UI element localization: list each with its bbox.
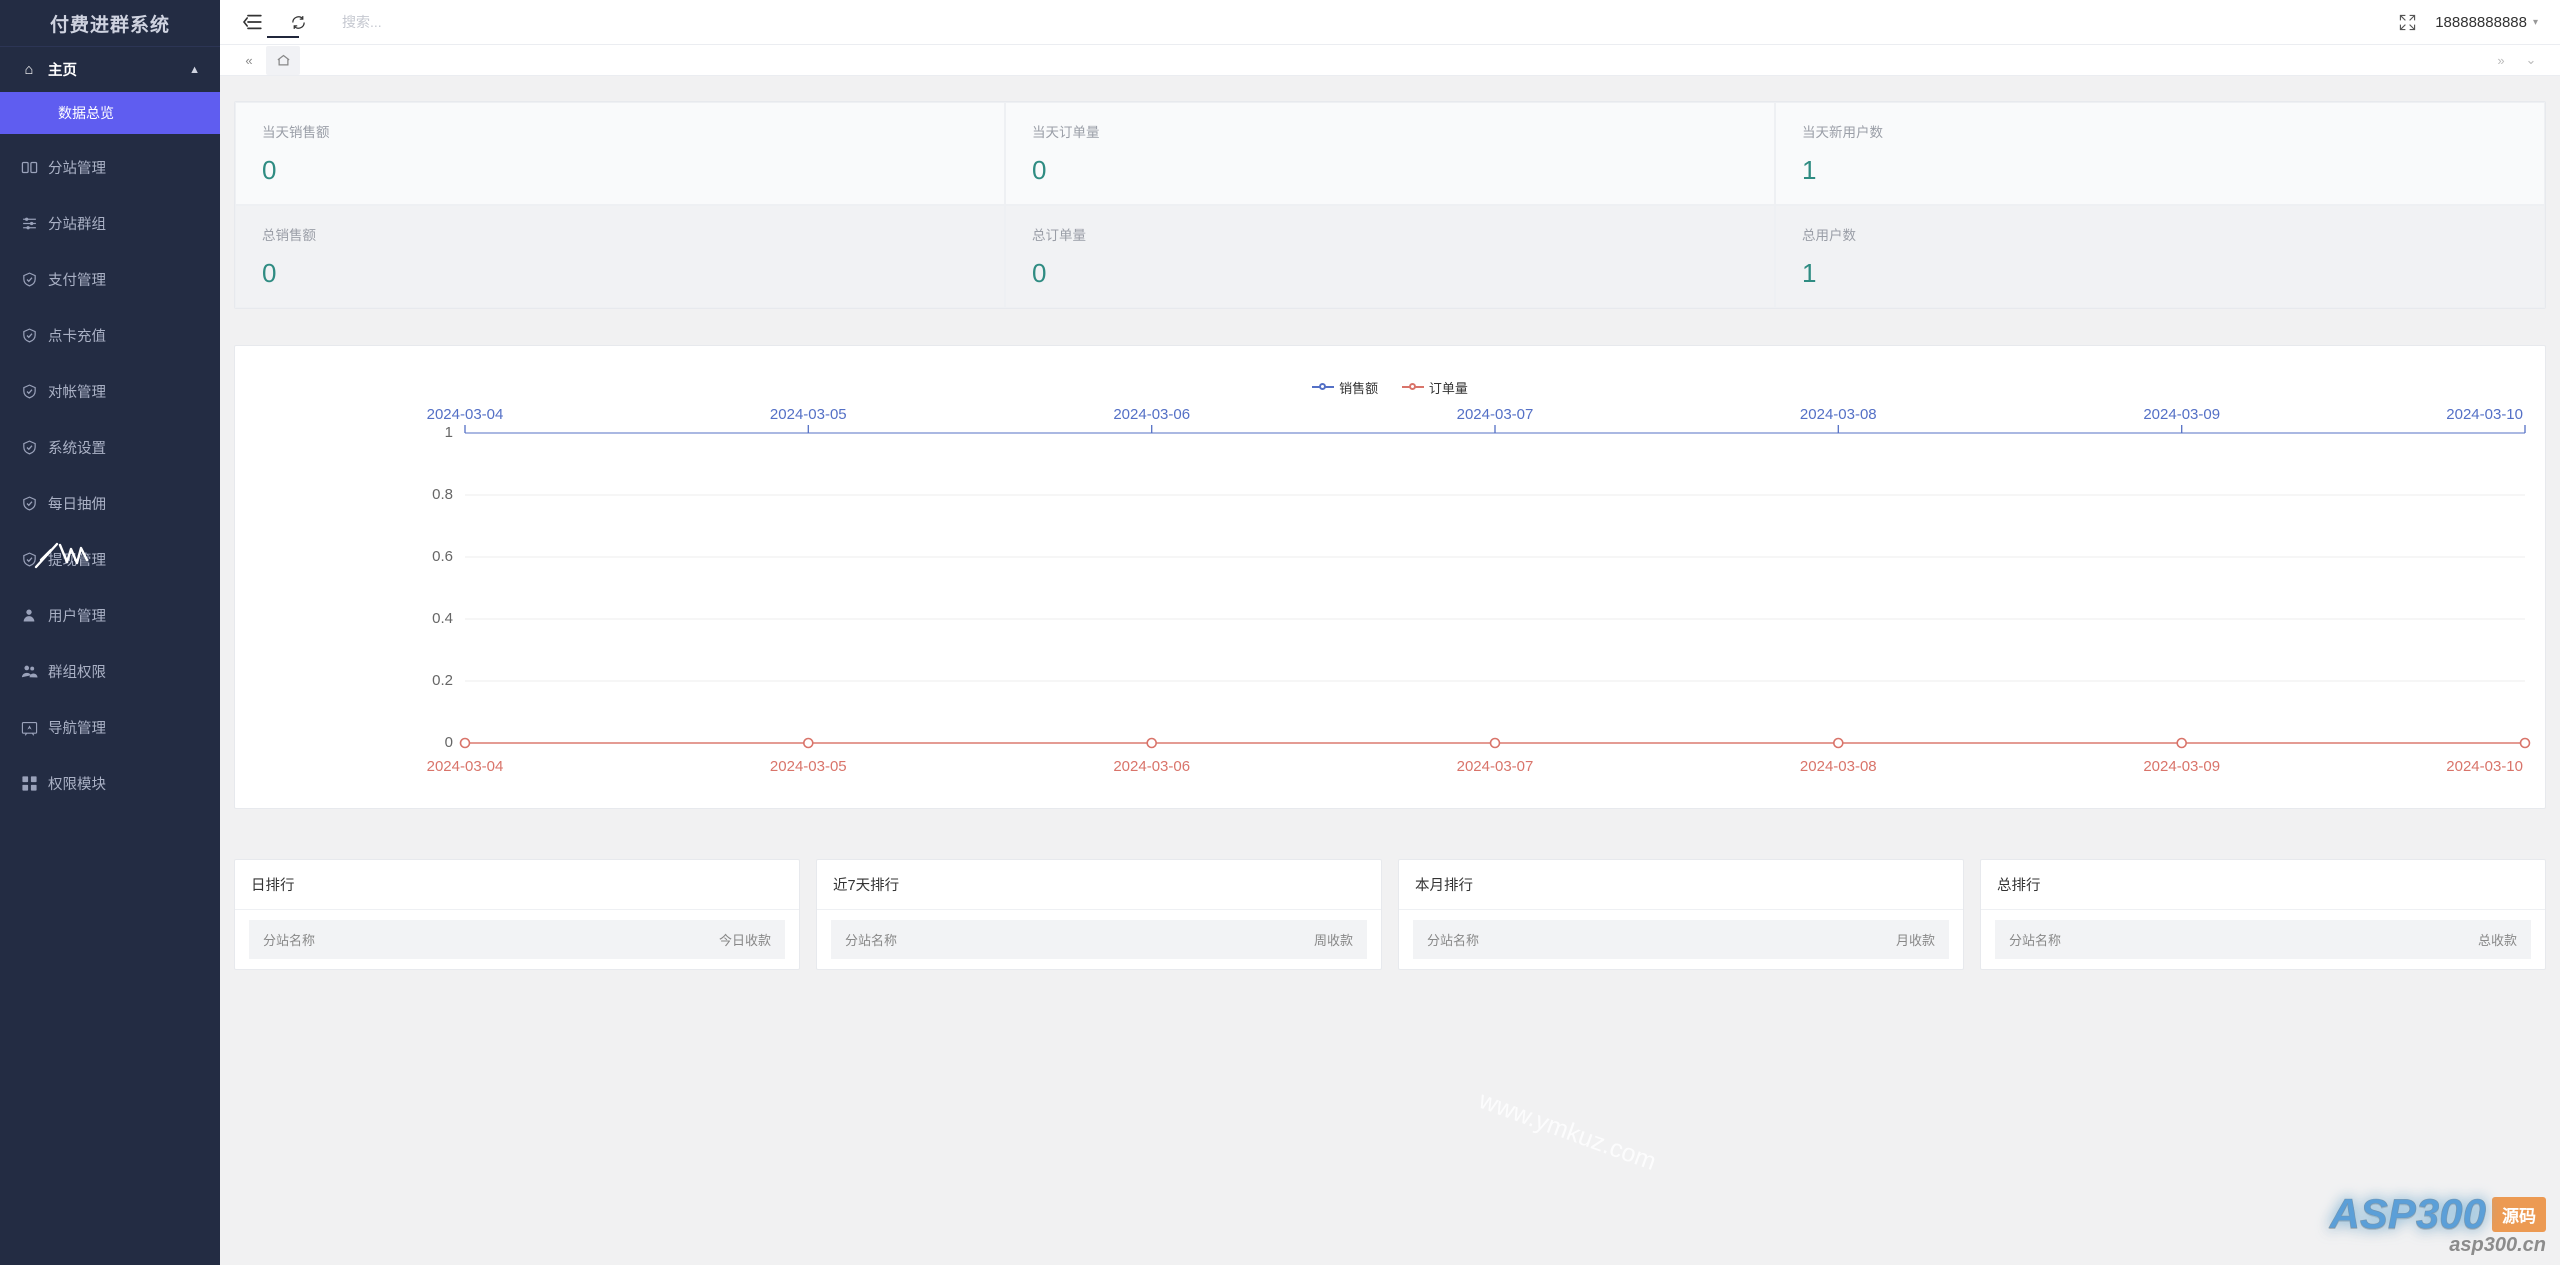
- svg-text:2024-03-08: 2024-03-08: [1800, 758, 1877, 775]
- svg-text:2024-03-05: 2024-03-05: [770, 758, 847, 775]
- svg-text:2024-03-04: 2024-03-04: [427, 406, 504, 423]
- svg-text:0.2: 0.2: [432, 672, 453, 689]
- svg-text:2024-03-06: 2024-03-06: [1113, 406, 1190, 423]
- svg-text:2024-03-10: 2024-03-10: [2446, 406, 2523, 423]
- svg-text:2024-03-05: 2024-03-05: [770, 406, 847, 423]
- svg-text:0.6: 0.6: [432, 548, 453, 565]
- svg-text:2024-03-07: 2024-03-07: [1457, 758, 1534, 775]
- svg-text:1: 1: [445, 424, 453, 441]
- svg-text:2024-03-09: 2024-03-09: [2143, 406, 2220, 423]
- svg-text:2024-03-09: 2024-03-09: [2143, 758, 2220, 775]
- svg-text:2024-03-08: 2024-03-08: [1800, 406, 1877, 423]
- svg-text:2024-03-10: 2024-03-10: [2446, 758, 2523, 775]
- svg-text:2024-03-07: 2024-03-07: [1457, 406, 1534, 423]
- svg-text:0: 0: [445, 734, 453, 751]
- svg-text:2024-03-04: 2024-03-04: [427, 758, 504, 775]
- svg-text:0.8: 0.8: [432, 486, 453, 503]
- svg-text:0.4: 0.4: [432, 610, 453, 627]
- svg-text:2024-03-06: 2024-03-06: [1113, 758, 1190, 775]
